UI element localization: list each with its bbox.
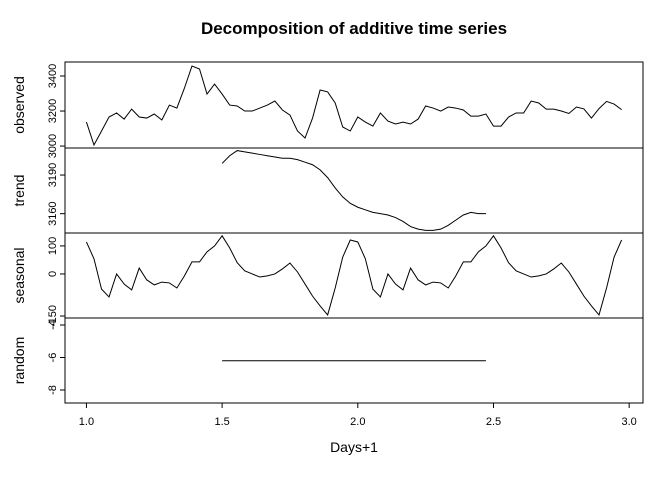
series-line: [85, 234, 623, 316]
y-tick-label: 3200: [47, 99, 59, 123]
x-axis-label: Days+1: [330, 439, 378, 455]
y-axis-label: trend: [11, 175, 27, 207]
series-line: [221, 150, 486, 231]
y-tick-label: -6: [47, 353, 59, 363]
panel-frame: [64, 317, 644, 404]
x-tick-label: 2.0: [350, 416, 365, 428]
y-tick-label: 0: [47, 271, 59, 277]
panel-frame: [64, 147, 644, 234]
y-tick-label: 3190: [47, 163, 59, 187]
chart-title: Decomposition of additive time series: [201, 19, 507, 38]
y-axis-label: seasonal: [11, 247, 27, 303]
y-tick-label: -4: [47, 320, 59, 330]
y-tick-label: -150: [47, 305, 59, 327]
y-axis-label: random: [11, 337, 27, 384]
panel-frame: [64, 61, 644, 149]
series-line: [85, 65, 622, 147]
x-tick-label: 2.5: [486, 416, 501, 428]
y-axis-label: observed: [11, 76, 27, 134]
y-tick-label: 100: [47, 237, 59, 255]
y-tick-label: 3160: [47, 201, 59, 225]
y-tick-label: -8: [47, 385, 59, 395]
x-tick-label: 1.5: [214, 416, 229, 428]
x-tick-label: 3.0: [622, 416, 637, 428]
y-tick-label: 3000: [47, 134, 59, 158]
panel-frame: [64, 232, 644, 319]
y-tick-label: 3400: [47, 64, 59, 88]
x-tick-label: 1.0: [79, 416, 94, 428]
